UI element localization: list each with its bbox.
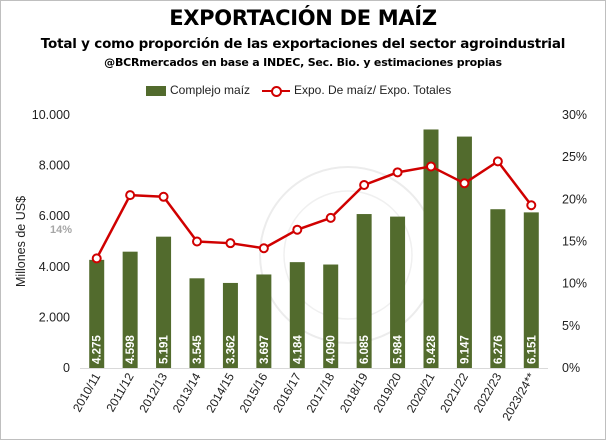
line-point-2018/19 [359,179,370,190]
x-tick-label: 2021/22 [437,370,471,415]
legend-bar-swatch [146,85,166,96]
line-point-2012/13 [158,191,169,202]
annotation-14: 14% [50,224,72,236]
y2-tick-label: 30% [562,108,587,122]
data-label-2023/24**: 6.151 [526,335,538,364]
line-point-2015/16 [258,243,269,254]
y-tick-label: 6.000 [39,209,70,223]
data-label-2011/12: 4.598 [125,335,137,364]
x-tick-label: 2010/11 [70,370,104,414]
y2-tick-label: 25% [562,150,587,164]
line-point-2020/21 [426,161,436,172]
x-tick-label: 2020/21 [404,370,438,415]
bar-2010/11 [89,259,105,368]
y2-tick-label: 0% [562,361,580,375]
y-tick-label: 2.000 [39,310,70,324]
bar-2019/20 [390,216,406,368]
x-tick-label: 2023/24** [499,370,538,423]
x-tick-label: 2018/19 [337,370,371,415]
data-label-2017/18: 4.090 [326,335,338,364]
x-tick-label: 2017/18 [303,370,337,415]
y2-tick-label: 20% [562,192,587,206]
data-label-2022/23: 6.276 [493,335,505,364]
x-tick-label: 2013/14 [170,370,204,415]
legend-bar-label: Complejo maíz [170,83,251,97]
x-tick-label: 2015/16 [237,370,271,415]
bar-2014/15 [222,282,238,368]
y2-tick-label: 10% [562,277,587,291]
legend-line-swatch [262,85,290,97]
y-axis-title: Millones de US$ [14,196,28,287]
line-point-2017/18 [325,212,336,223]
legend-item-bar: Complejo maíz [146,82,250,98]
x-tick-label: 2011/12 [103,370,137,414]
line-point-2013/14 [192,236,202,247]
line-point-2022/23 [492,156,503,167]
line-point-2019/20 [392,167,403,178]
bar-2011/12 [122,251,138,368]
line-point-2023/24** [526,200,537,211]
legend-item-line: Expo. De maíz/ Expo. Totales [262,82,451,98]
bar-2016/17 [289,262,305,368]
data-label-2019/20: 5.984 [393,335,405,364]
watermark-seal-inner [283,190,413,320]
line-point-2014/15 [225,238,236,249]
bar-2018/19 [356,214,372,368]
data-label-2020/21: 9.428 [426,335,438,364]
data-label-2015/16: 3.697 [259,335,271,364]
chart-source: @BCRmercados en base a INDEC, Sec. Bio. … [104,56,502,69]
data-label-2016/17: 4.184 [292,335,304,364]
x-tick-label: 2016/17 [270,370,304,415]
line-series [95,160,533,259]
y-tick-label: 10.000 [32,108,70,122]
line-point-2016/17 [292,224,303,235]
data-label-2021/22: 9.147 [459,335,471,364]
bar-2023/24** [523,212,539,368]
chart-title: EXPORTACIÓN DE MAÍZ [169,6,437,30]
y-tick-label: 0 [63,361,70,375]
bar-2020/21 [423,129,439,368]
data-label-2013/14: 3.545 [192,335,204,364]
bar-2013/14 [189,278,205,368]
y2-tick-label: 15% [562,235,587,249]
x-tick-label: 2019/20 [370,370,404,415]
watermark-seal [259,166,437,344]
legend: Complejo maíz Expo. De maíz/ Expo. Total… [0,82,606,98]
line-point-2011/12 [125,190,136,201]
line-point-2010/11 [91,253,102,264]
bar-2021/22 [456,136,472,368]
data-label-2012/13: 5.191 [159,335,171,364]
data-label-2010/11: 4.275 [92,335,104,364]
x-tick-label: 2022/23 [471,370,505,415]
x-tick-label: 2012/13 [136,370,170,415]
bar-2012/13 [156,236,172,368]
y-tick-label: 8.000 [39,159,70,173]
line-point-2021/22 [459,178,470,189]
chart-subtitle: Total y como proporción de las exportaci… [40,36,566,52]
bar-2015/16 [256,274,272,368]
data-label-2018/19: 6.085 [359,335,371,364]
y2-tick-label: 5% [562,319,580,333]
legend-line-label: Expo. De maíz/ Expo. Totales [294,83,452,97]
bar-2022/23 [490,209,506,368]
data-label-2014/15: 3.362 [225,335,237,364]
y-tick-label: 4.000 [39,260,70,274]
bar-2017/18 [323,264,339,368]
x-tick-label: 2014/15 [203,370,237,415]
